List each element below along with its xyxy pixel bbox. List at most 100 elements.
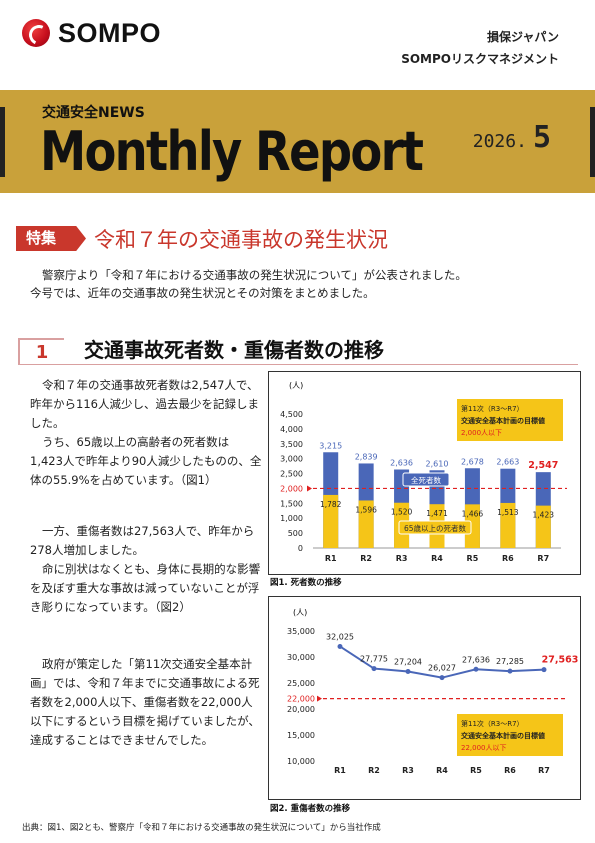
- news-label: 交通安全NEWS: [42, 105, 145, 121]
- x-tick-label: R1: [334, 766, 346, 775]
- y-tick-label: 1,500: [280, 499, 303, 508]
- x-tick-label: R4: [431, 554, 443, 563]
- y-tick-label: 35,000: [287, 627, 315, 636]
- target-info-line-3: 22,000人以下: [461, 744, 507, 752]
- target-arrow-icon: [307, 485, 312, 492]
- injuries-point: [439, 675, 445, 681]
- injuries-point: [371, 666, 377, 672]
- x-tick-label: R7: [537, 554, 549, 563]
- target-info-line-1: 第11次（R3～R7）: [461, 404, 524, 413]
- elderly-deaths-bar: [464, 504, 480, 548]
- y-tick-label: 10,000: [287, 757, 315, 766]
- x-tick-label: R3: [396, 554, 408, 563]
- section-number: 1: [18, 338, 64, 364]
- injuries-line-chart: (人) 10,000 15,000 20,000 25,000 30,000 35,000 2…: [287, 608, 579, 775]
- elderly-series-legend-box: [398, 520, 472, 535]
- y-tick-label: 3,500: [280, 440, 303, 449]
- x-tick-label: R4: [436, 766, 448, 775]
- y-axis-unit: (人): [289, 381, 303, 390]
- injuries-value-label: 27,775: [360, 655, 388, 664]
- total-value-label: 2,678: [461, 457, 484, 466]
- x-tick-label: R7: [538, 766, 550, 775]
- chart-2-caption: 図2. 重傷者数の推移: [270, 804, 351, 814]
- elderly-value-label: 1,782: [320, 500, 342, 509]
- y-tick-label: 1,000: [280, 514, 303, 523]
- target-tick-label: 22,000: [287, 695, 315, 704]
- elderly-value-label: 1,471: [426, 509, 448, 518]
- chart-2-frame: (人) 10,000 15,000 20,000 25,000 30,000 35,000 2…: [268, 596, 581, 800]
- body-paragraph-1: 令和７年の交通事故死者数は2,547人で、昨年から116人減少し、過去最少を記録…: [30, 378, 259, 430]
- elderly-deaths-bar: [535, 505, 551, 548]
- elderly-value-label: 1,466: [462, 509, 484, 518]
- target-info-line-1: 第11次（R3～R7）: [461, 719, 524, 728]
- injuries-point: [507, 668, 513, 674]
- injuries-point: [541, 667, 547, 673]
- elderly-value-label: 1,423: [533, 511, 555, 520]
- x-tick-label: R1: [325, 554, 337, 563]
- total-series-legend: 全死者数: [411, 475, 441, 485]
- total-value-label: 2,636: [390, 459, 413, 468]
- chart-1-caption: 図1. 死者数の推移: [270, 578, 342, 588]
- elderly-value-label: 1,520: [391, 508, 413, 517]
- issue-month: 5: [532, 120, 551, 155]
- y-tick-label: 3,000: [280, 455, 303, 464]
- y-tick-label: 2,000: [280, 484, 303, 493]
- page-title: Monthly Report: [40, 120, 424, 183]
- body-paragraph-4: 命に別状はなくとも、身体に長期的な影響を及ぼす重大な事故は減っていないことが浮き…: [30, 562, 261, 614]
- body-paragraph-5: 政府が策定した「第11次交通安全基本計画」では、令和７年までに交通事故による死者…: [30, 657, 260, 747]
- injuries-value-label: 27,204: [394, 658, 422, 667]
- chart-1-frame: (人) 0 500 1,000 1,500 2,000 2,500 3,000 3,500 4,0…: [268, 371, 581, 575]
- feature-tag: 特集: [16, 226, 86, 251]
- banner-left-bar: [0, 107, 5, 177]
- total-series-legend-box: [402, 472, 450, 487]
- target-info-line-2: 交通安全基本計画の目標値: [461, 416, 545, 425]
- target-arrow-icon: [317, 695, 322, 702]
- y-tick-label: 0: [298, 544, 303, 553]
- section-title: 交通事故死者数・重傷者数の推移: [84, 338, 384, 362]
- elderly-deaths-bar: [358, 500, 374, 548]
- x-tick-label: R2: [368, 766, 380, 775]
- x-tick-label: R5: [470, 766, 482, 775]
- logo-text: SOMPO: [58, 18, 162, 48]
- elderly-deaths-bar: [323, 494, 339, 548]
- issue-date: 2026. 5: [473, 120, 551, 155]
- x-tick-label: R3: [402, 766, 414, 775]
- company-name-1: 損保ジャパン: [486, 30, 559, 44]
- target-info-box: [457, 399, 563, 441]
- issue-year: 2026.: [472, 131, 527, 152]
- y-tick-label: 20,000: [287, 705, 315, 714]
- y-tick-label: 30,000: [287, 653, 315, 662]
- total-value-label: 2,547: [528, 460, 558, 471]
- source-note: 出典：図1、図2とも、警察庁「令和７年における交通事故の発生状況について」から当…: [22, 823, 381, 833]
- title-banner: [0, 90, 595, 193]
- deaths-bar-chart: (人) 0 500 1,000 1,500 2,000 2,500 3,000 3,500 4,0…: [280, 381, 567, 563]
- y-axis-unit: (人): [293, 608, 307, 617]
- banner-right-bar: [590, 107, 595, 177]
- sompo-logo-icon: [22, 19, 50, 47]
- body-paragraph-2: うち、65歳以上の高齢者の死者数は1,423人で昨年より90人減少したものの、全…: [30, 435, 262, 487]
- injuries-value-label: 27,563: [542, 655, 579, 666]
- target-info-line-3: 2,000人以下: [461, 429, 502, 437]
- y-tick-label: 2,500: [280, 470, 303, 479]
- intro-text: 警察庁より「令和７年における交通事故の発生状況について」が公表されました。 今号…: [30, 266, 570, 302]
- intro-line-2: 今号では、近年の交通事故の発生状況とその対策をまとめました。: [30, 286, 375, 300]
- elderly-series-legend: 65歳以上の死者数: [404, 523, 467, 533]
- target-info-line-2: 交通安全基本計画の目標値: [461, 731, 545, 740]
- y-tick-label: 500: [288, 529, 303, 538]
- x-tick-label: R6: [504, 766, 516, 775]
- y-tick-label: 25,000: [287, 679, 315, 688]
- injuries-value-label: 27,636: [462, 655, 490, 664]
- x-tick-label: R6: [502, 554, 514, 563]
- intro-line-1: 警察庁より「令和７年における交通事故の発生状況について」が公表されました。: [42, 268, 467, 282]
- feature-title: 令和７年の交通事故の発生状況: [94, 228, 388, 252]
- x-tick-label: R5: [467, 554, 479, 563]
- total-value-label: 2,663: [496, 458, 519, 467]
- total-value-label: 3,215: [319, 441, 342, 450]
- injuries-value-label: 27,285: [496, 657, 524, 666]
- target-info-box: [457, 714, 563, 756]
- injuries-value-label: 32,025: [326, 632, 354, 641]
- company-name-2: SOMPOリスクマネジメント: [401, 52, 559, 66]
- injuries-point: [405, 669, 411, 675]
- injuries-point: [337, 643, 343, 649]
- body-paragraph-3: 一方、重傷者数は27,563人で、昨年から278人増加しました。: [30, 524, 255, 557]
